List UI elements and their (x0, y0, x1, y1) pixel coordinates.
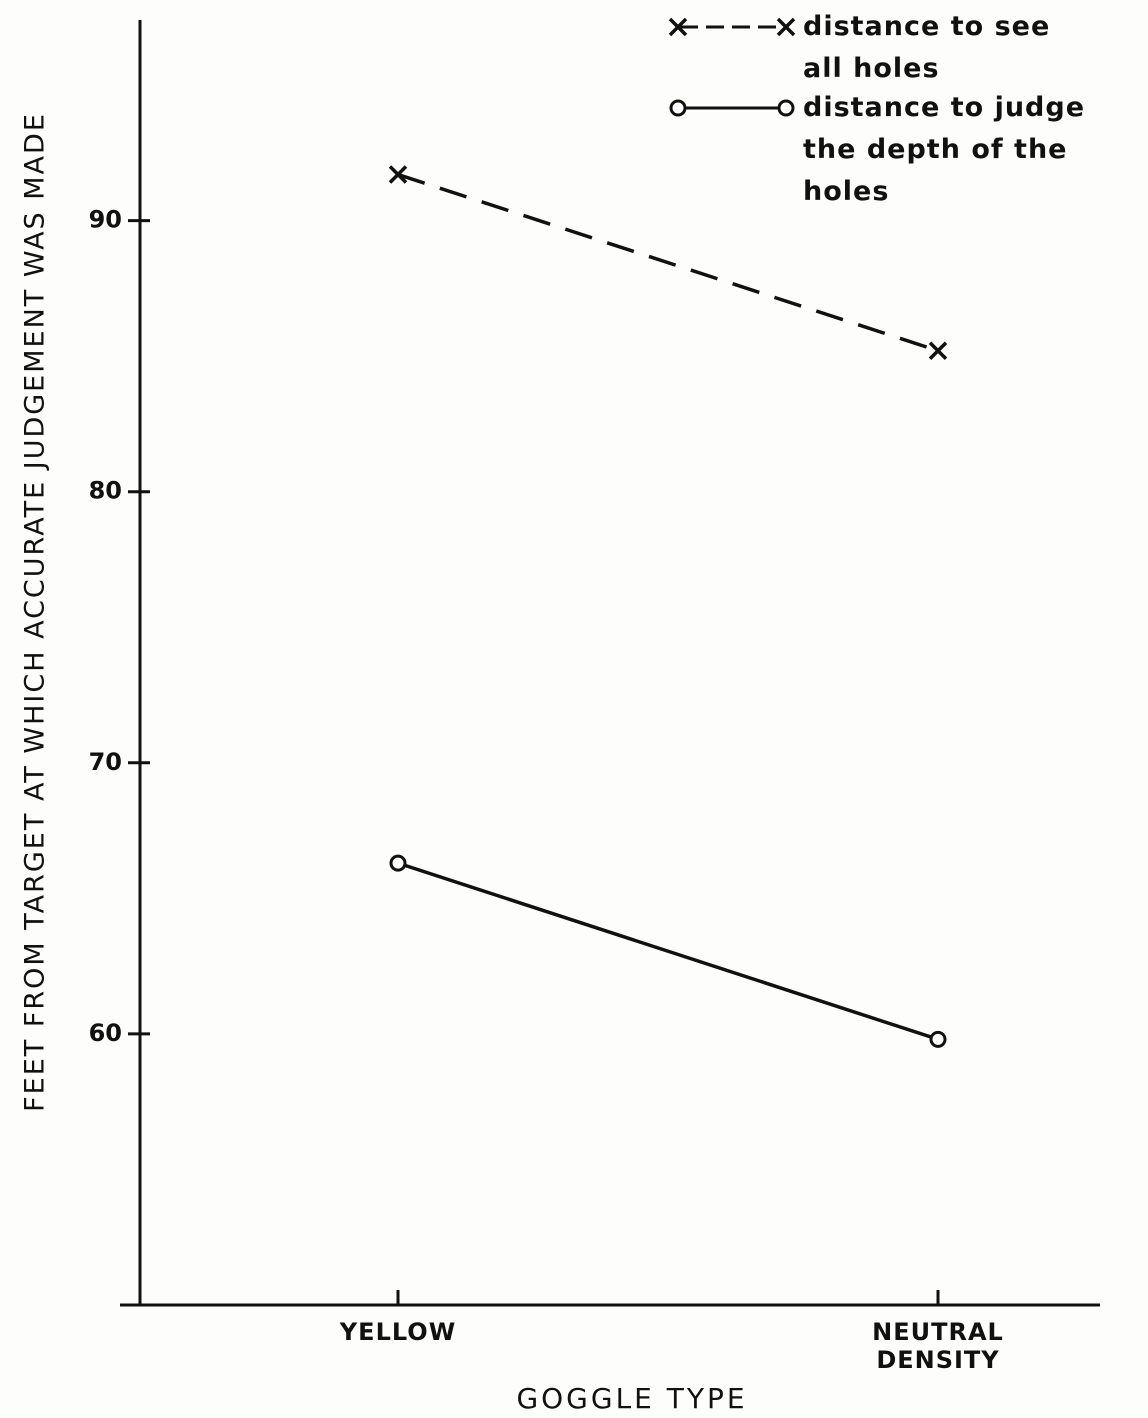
legend-marker (669, 99, 687, 117)
legend-label: distance to judge the depth of the holes (803, 92, 1086, 207)
series-line (397, 172, 939, 353)
legend-marker (777, 99, 795, 117)
y-tick-label: 70 (89, 748, 122, 776)
y-tick-label: 60 (89, 1019, 122, 1047)
series-line (397, 861, 939, 1041)
point (389, 854, 407, 872)
x-tick-label: NEUTRAL DENSITY (872, 1318, 1004, 1374)
legend-marker (668, 17, 688, 37)
y-axis-label: FEET FROM TARGET AT WHICH ACCURATE JUDGE… (20, 112, 51, 1112)
y-tick-label: 80 (89, 477, 122, 505)
point (388, 165, 408, 184)
legend-marker (776, 17, 796, 37)
legend-label: distance to see all holes (803, 11, 1051, 84)
point (929, 1030, 947, 1048)
x-axis-label: GOGGLE TYPE (516, 1382, 747, 1415)
point (928, 341, 948, 360)
y-tick-label: 90 (89, 206, 122, 234)
x-tick-label: YELLOW (339, 1318, 457, 1346)
